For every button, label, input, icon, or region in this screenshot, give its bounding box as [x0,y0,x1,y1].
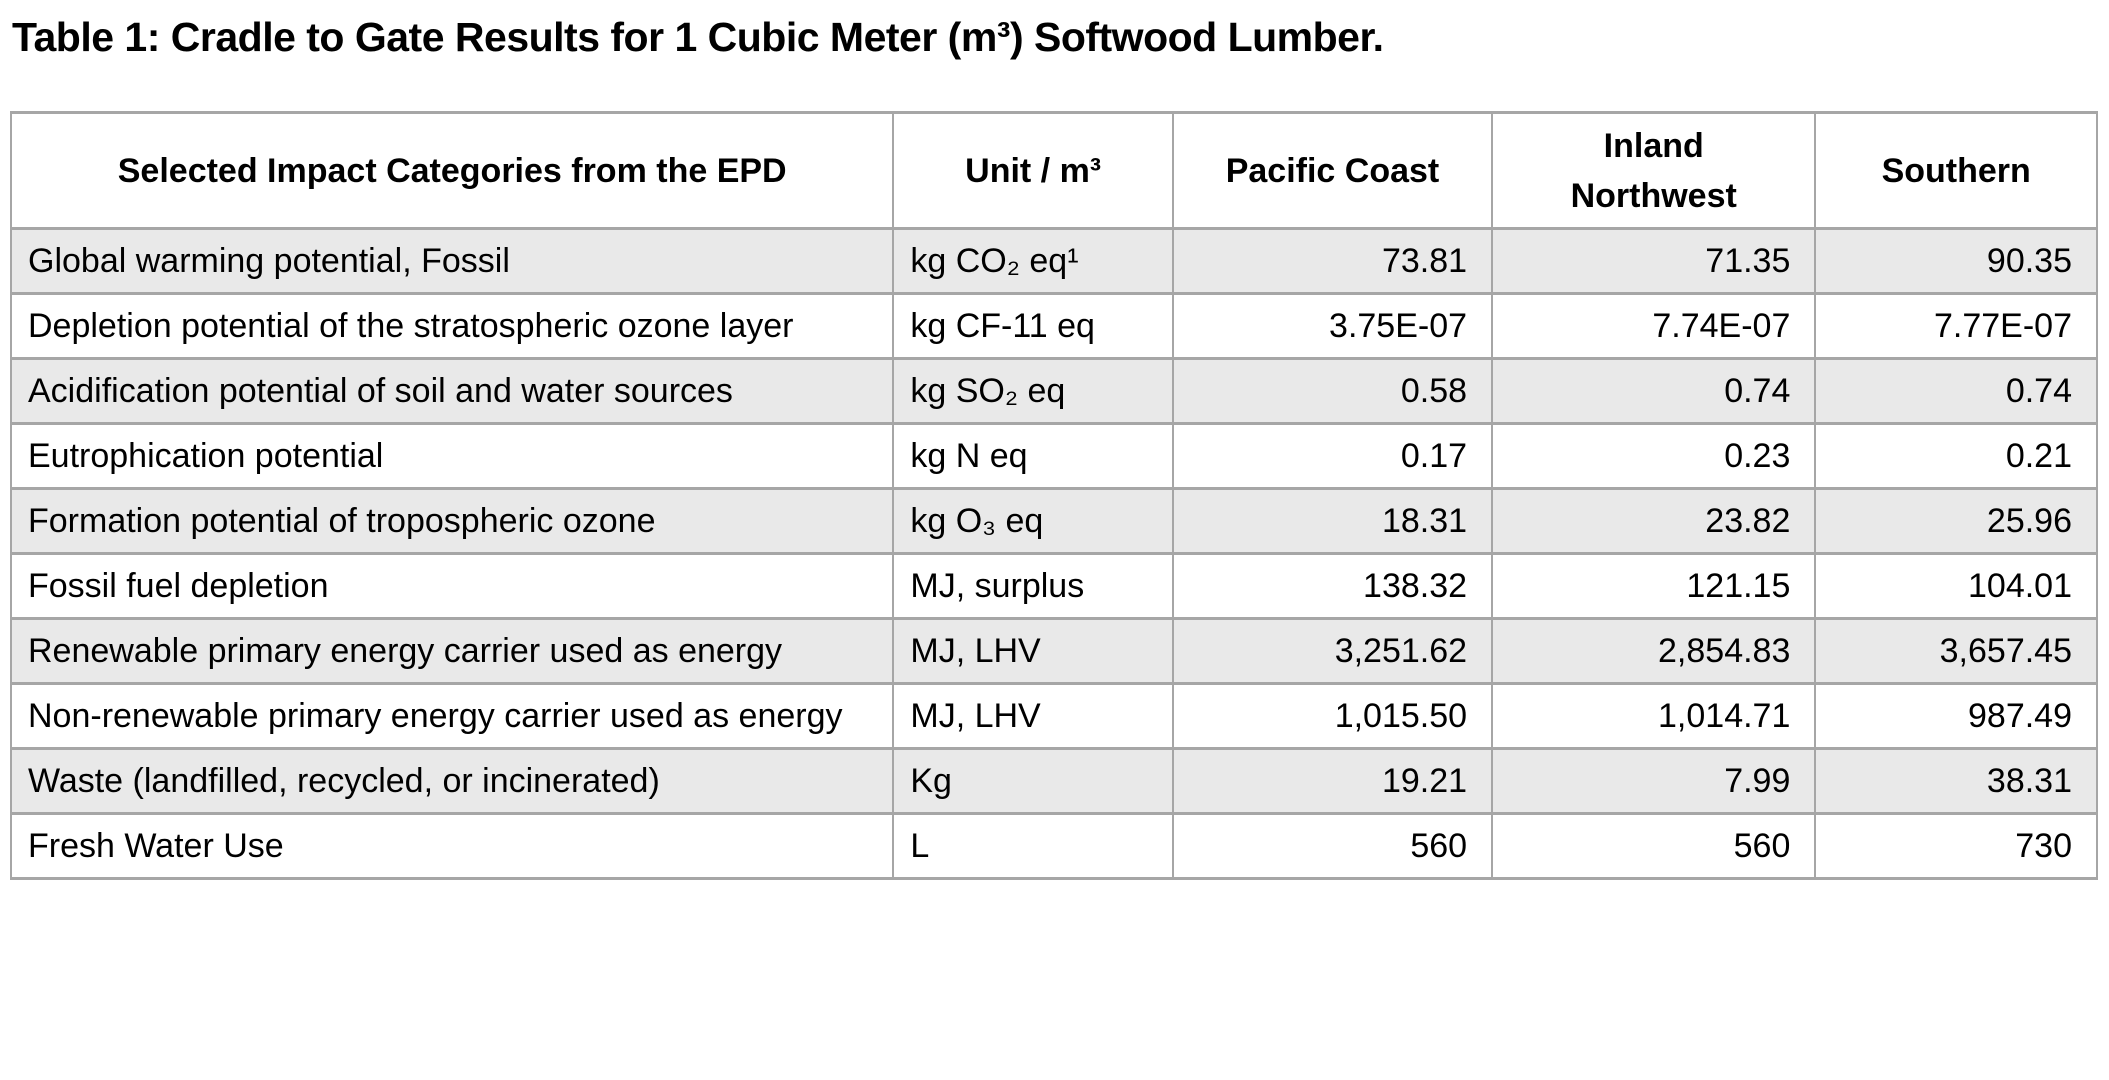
impact-category-cell: Eutrophication potential [9,422,895,490]
southern-value-cell: 0.74 [1814,357,2098,425]
table-row: Eutrophication potential kg N eq 0.17 0.23 0… [9,422,2098,490]
inland-northwest-value-cell: 1,014.71 [1491,682,1817,750]
unit-cell: kg CO₂ eq¹ [892,227,1174,295]
inland-northwest-value-cell: 0.23 [1491,422,1817,490]
pacific-coast-value-cell: 0.17 [1171,422,1494,490]
southern-value-cell: 730 [1814,812,2098,880]
column-header-pacific-coast: Pacific Coast [1171,111,1494,230]
southern-value-cell: 3,657.45 [1814,617,2098,685]
southern-value-cell: 38.31 [1814,747,2098,815]
pacific-coast-value-cell: 18.31 [1171,487,1494,555]
column-header-southern: Southern [1814,111,2098,230]
inland-northwest-value-cell: 7.74E-07 [1491,292,1817,360]
table-row: Renewable primary energy carrier used as… [9,617,2098,685]
southern-value-cell: 0.21 [1814,422,2098,490]
impact-category-cell: Fresh Water Use [9,812,895,880]
inland-northwest-value-cell: 7.99 [1491,747,1817,815]
southern-value-cell: 25.96 [1814,487,2098,555]
impact-category-cell: Global warming potential, Fossil [9,227,895,295]
header-row: Selected Impact Categories from the EPD … [9,111,2098,230]
unit-cell: MJ, surplus [892,552,1174,620]
table-row: Fresh Water Use L 560 560 730 [9,812,2098,880]
inland-northwest-value-cell: 71.35 [1491,227,1817,295]
impact-category-cell: Depletion potential of the stratospheric… [9,292,895,360]
inland-northwest-value-cell: 0.74 [1491,357,1817,425]
unit-cell: kg CF-11 eq [892,292,1174,360]
pacific-coast-value-cell: 138.32 [1171,552,1494,620]
pacific-coast-value-cell: 3,251.62 [1171,617,1494,685]
pacific-coast-value-cell: 73.81 [1171,227,1494,295]
impact-category-cell: Acidification potential of soil and wate… [9,357,895,425]
impact-category-cell: Formation potential of tropospheric ozon… [9,487,895,555]
southern-value-cell: 987.49 [1814,682,2098,750]
impact-category-cell: Fossil fuel depletion [9,552,895,620]
inland-northwest-value-cell: 23.82 [1491,487,1817,555]
unit-cell: kg SO₂ eq [892,357,1174,425]
impact-category-cell: Non-renewable primary energy carrier use… [9,682,895,750]
southern-value-cell: 90.35 [1814,227,2098,295]
pacific-coast-value-cell: 0.58 [1171,357,1494,425]
inland-northwest-value-cell: 560 [1491,812,1817,880]
table-row: Non-renewable primary energy carrier use… [9,682,2098,750]
unit-cell: Kg [892,747,1174,815]
unit-cell: kg O₃ eq [892,487,1174,555]
pacific-coast-value-cell: 560 [1171,812,1494,880]
table-row: Fossil fuel depletion MJ, surplus 138.32 12… [9,552,2098,620]
table-row: Global warming potential, Fossil kg CO₂ e… [9,227,2098,295]
pacific-coast-value-cell: 19.21 [1171,747,1494,815]
southern-value-cell: 104.01 [1814,552,2098,620]
table-row: Depletion potential of the stratospheric… [9,292,2098,360]
unit-cell: L [892,812,1174,880]
unit-cell: kg N eq [892,422,1174,490]
unit-cell: MJ, LHV [892,682,1174,750]
column-header-impact-categories: Selected Impact Categories from the EPD [9,111,895,230]
impact-category-cell: Renewable primary energy carrier used as… [9,617,895,685]
table-caption: Table 1: Cradle to Gate Results for 1 Cu… [12,14,1384,60]
column-header-inland-northwest: Inland Northwest [1491,111,1817,230]
table-row: Acidification potential of soil and wate… [9,357,2098,425]
table-body: Global warming potential, Fossil kg CO₂ e… [9,227,2098,880]
table-row: Formation potential of tropospheric ozon… [9,487,2098,555]
document-page: Table 1: Cradle to Gate Results for 1 Cu… [9,14,2098,880]
column-header-unit: Unit / m³ [892,111,1174,230]
pacific-coast-value-cell: 1,015.50 [1171,682,1494,750]
impact-category-cell: Waste (landfilled, recycled, or incinera… [9,747,895,815]
unit-cell: MJ, LHV [892,617,1174,685]
southern-value-cell: 7.77E-07 [1814,292,2098,360]
inland-northwest-value-cell: 2,854.83 [1491,617,1817,685]
inland-northwest-value-cell: 121.15 [1491,552,1817,620]
pacific-coast-value-cell: 3.75E-07 [1171,292,1494,360]
table-row: Waste (landfilled, recycled, or incinera… [9,747,2098,815]
results-table: Selected Impact Categories from the EPD … [9,111,2098,880]
